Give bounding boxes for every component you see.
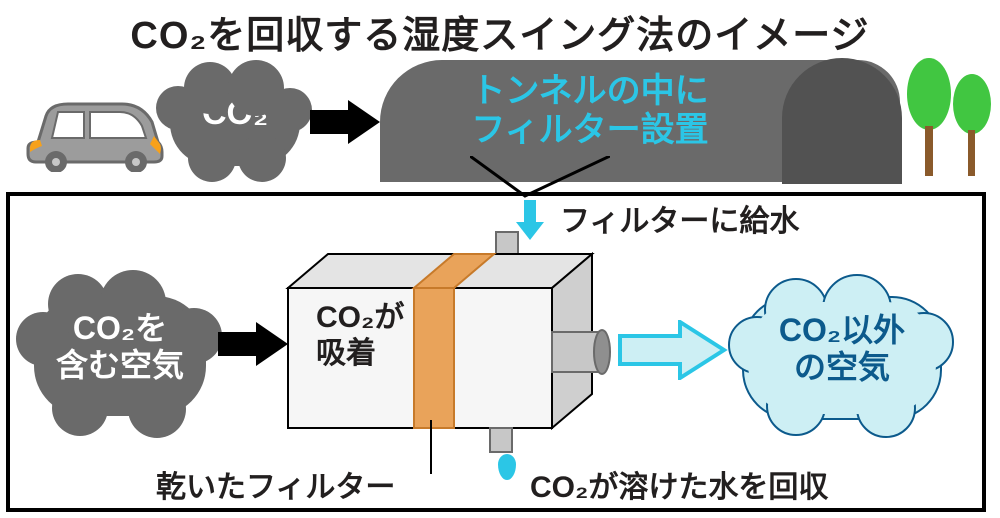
car-icon: [18, 92, 166, 172]
adsorb-text: CO₂が 吸着: [316, 301, 404, 370]
output-air-label: CO₂以外 の空気: [779, 312, 905, 385]
tree-icon: [906, 56, 952, 176]
water-out-label: CO₂が溶けた水を回収: [530, 470, 828, 506]
input-air-label: CO₂を 含む空気: [56, 310, 184, 383]
arrow-input: [218, 322, 288, 366]
tunnel-label-text: トンネルの中に フィルター設置: [471, 72, 708, 149]
arrow-output: [618, 320, 728, 380]
water-out-text: CO₂が溶けた水を回収: [530, 471, 828, 504]
title-text: CO₂を回収する湿度スイング法のイメージ: [130, 15, 869, 57]
dry-filter-text: 乾いたフィルター: [156, 471, 395, 504]
dry-filter-label: 乾いたフィルター: [156, 470, 395, 506]
adsorb-label: CO₂が 吸着: [316, 300, 404, 372]
diagram-stage: CO₂を回収する湿度スイング法のイメージ CO₂ トンネルの中に フィルター設置: [0, 0, 1000, 518]
water-in-arrow: [516, 200, 544, 240]
tunnel-opening: [782, 58, 902, 184]
arrow-to-tunnel: [310, 100, 380, 144]
tree-icon: [952, 72, 992, 178]
tunnel-label: トンネルの中に フィルター設置: [410, 72, 770, 150]
diagram-title: CO₂を回収する湿度スイング法のイメージ: [0, 4, 1000, 59]
dry-filter-leader: [430, 420, 432, 474]
water-in-label: フィルターに給水: [560, 204, 799, 240]
input-air-cloud: CO₂を 含む空気: [34, 296, 206, 416]
co2-exhaust-cloud: CO₂: [170, 80, 300, 166]
output-air-cloud: CO₂以外 の空気: [742, 296, 942, 420]
water-in-text: フィルターに給水: [560, 205, 799, 238]
